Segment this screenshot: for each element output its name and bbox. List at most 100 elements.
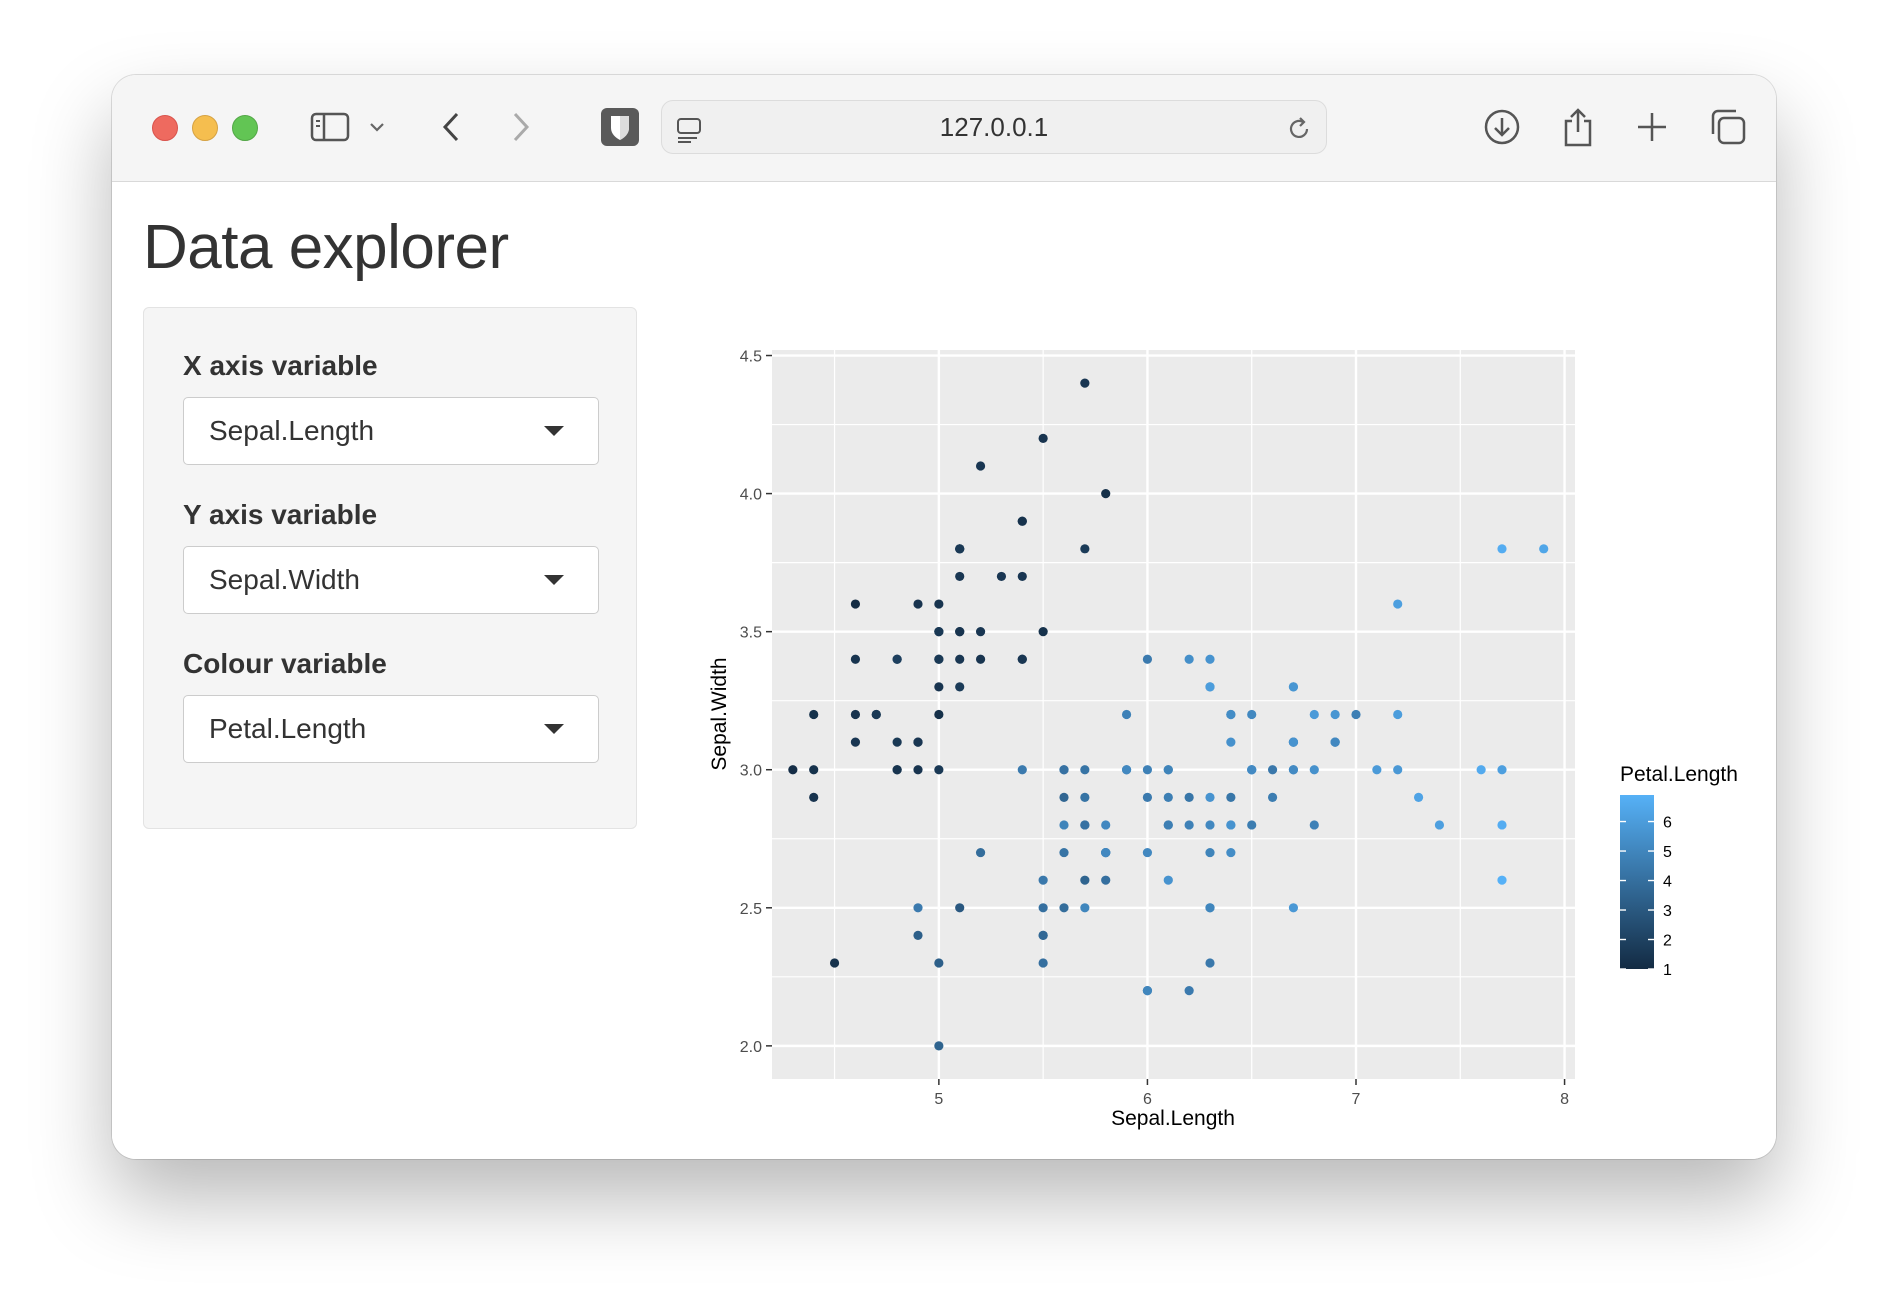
data-point (1247, 765, 1257, 775)
data-point (1142, 654, 1153, 664)
share-icon[interactable] (1556, 105, 1600, 149)
data-point (913, 599, 923, 609)
data-point (975, 654, 986, 664)
data-point (1038, 930, 1048, 941)
y-tick-label: 4.5 (740, 349, 762, 366)
data-point (1288, 737, 1299, 747)
axis-ticks: 5 6 7 8 2.0 2.5 3.0 3.5 4.0 4.5 (740, 349, 1569, 1108)
y-axis-label: Y axis variable (183, 499, 378, 530)
x-tick-label: 6 (1143, 1091, 1152, 1108)
data-point (955, 627, 965, 637)
plot-panel (772, 350, 1575, 1079)
data-point (1101, 488, 1111, 499)
minimize-window-button[interactable] (192, 115, 218, 141)
data-point (1497, 875, 1507, 885)
data-point (1142, 986, 1153, 996)
back-icon[interactable] (436, 105, 466, 149)
x-tick-label: 7 (1352, 1091, 1361, 1108)
data-point (1163, 792, 1173, 802)
data-point (1101, 875, 1111, 885)
data-point (1247, 820, 1257, 830)
data-point (850, 599, 861, 609)
data-point (1059, 820, 1069, 830)
y-tick-label: 3.5 (740, 625, 762, 642)
address-bar[interactable]: 127.0.0.1 (661, 100, 1327, 154)
data-point (1059, 847, 1069, 858)
tabs-icon[interactable] (1706, 105, 1750, 149)
colour-select[interactable]: Petal.Length (183, 695, 599, 763)
close-window-button[interactable] (152, 115, 178, 141)
data-point (955, 903, 965, 913)
data-point (1226, 847, 1236, 858)
data-point (1288, 903, 1299, 913)
data-point (1393, 765, 1403, 775)
data-point (1184, 986, 1194, 996)
y-axis-select[interactable]: Sepal.Width (183, 546, 599, 614)
y-tick-label: 2.5 (740, 901, 762, 918)
data-point (1163, 765, 1173, 775)
data-point (1142, 847, 1153, 858)
page-title: Data explorer (143, 213, 509, 282)
url-text: 127.0.0.1 (939, 112, 1049, 142)
data-point (1288, 682, 1299, 692)
data-point (1205, 654, 1215, 664)
y-tick-label: 4.0 (740, 487, 762, 504)
x-tick-label: 8 (1560, 1091, 1569, 1108)
data-point (913, 737, 923, 747)
sidebar-icon[interactable] (308, 105, 352, 149)
data-point (913, 930, 923, 941)
plus-icon[interactable] (1630, 105, 1674, 149)
data-point (996, 571, 1007, 582)
data-point (1476, 765, 1486, 775)
data-point (934, 599, 944, 609)
data-point (934, 627, 944, 637)
scatter-plot: 5 6 7 8 2.0 2.5 3.0 3.5 4.0 4.5 Sepal.Length Sepa… (708, 349, 1738, 1130)
data-point (1017, 654, 1027, 664)
data-point (1038, 433, 1048, 443)
data-point (1226, 820, 1236, 830)
data-point (829, 958, 840, 968)
data-point (1017, 516, 1027, 526)
data-point (809, 765, 819, 775)
reload-icon[interactable] (1284, 107, 1314, 151)
data-point (1205, 847, 1215, 858)
data-point (934, 1041, 944, 1051)
data-point (913, 765, 923, 775)
data-point (1226, 792, 1236, 802)
data-point (955, 571, 965, 582)
data-point (913, 903, 923, 913)
data-point (1080, 378, 1090, 388)
x-axis-select[interactable]: Sepal.Length (183, 397, 599, 465)
chevron-down-icon[interactable] (364, 105, 390, 149)
data-point (1247, 709, 1257, 720)
data-point (1393, 599, 1403, 609)
data-point (1163, 875, 1173, 885)
data-point (934, 654, 944, 664)
legend-tick-label: 5 (1663, 844, 1672, 861)
legend-tick-label: 3 (1663, 903, 1672, 920)
shield-icon[interactable] (600, 105, 640, 149)
y-tick-label: 2.0 (740, 1039, 762, 1056)
zoom-window-button[interactable] (232, 115, 258, 141)
data-point (1497, 544, 1507, 554)
data-point (1205, 682, 1215, 692)
data-point (1038, 958, 1048, 968)
data-point (1184, 654, 1194, 664)
forward-icon[interactable] (506, 105, 536, 149)
data-point (1539, 544, 1549, 554)
colour-select-value: Petal.Length (209, 713, 367, 744)
data-point (1080, 765, 1090, 775)
data-point (1309, 820, 1319, 830)
data-point (934, 958, 944, 968)
data-point (975, 461, 986, 471)
y-tick-label: 3.0 (740, 763, 762, 780)
data-point (1038, 627, 1048, 637)
data-point (1059, 903, 1069, 913)
data-point (1497, 820, 1507, 830)
data-point (788, 765, 798, 775)
data-point (1184, 792, 1194, 802)
browser-window: 127.0.0.1 Data explorer X axis variable … (112, 75, 1776, 1159)
data-point (1393, 709, 1403, 720)
data-point (1330, 709, 1340, 720)
download-icon[interactable] (1480, 105, 1524, 149)
